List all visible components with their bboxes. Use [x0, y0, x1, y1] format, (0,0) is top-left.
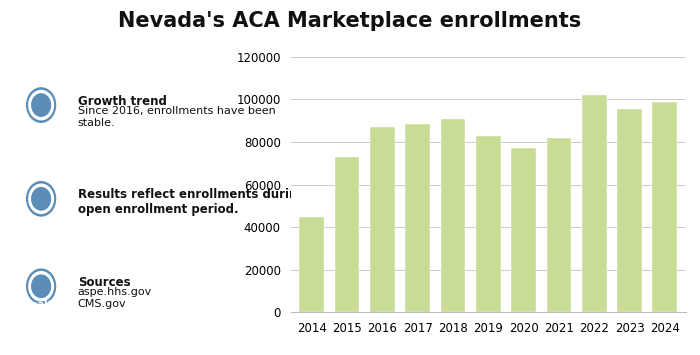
Bar	[511, 148, 536, 312]
Bar	[652, 102, 677, 312]
Text: .org™: .org™	[24, 329, 60, 339]
Circle shape	[32, 188, 50, 210]
Bar	[547, 138, 571, 312]
Text: Sources: Sources	[78, 276, 130, 289]
Circle shape	[27, 88, 55, 122]
Text: health: health	[24, 300, 60, 310]
Circle shape	[27, 269, 55, 304]
Circle shape	[29, 91, 53, 120]
Bar	[582, 95, 606, 312]
Circle shape	[29, 272, 53, 301]
Bar	[440, 119, 466, 312]
Circle shape	[32, 275, 50, 297]
Circle shape	[27, 182, 55, 216]
Bar	[405, 124, 430, 312]
Circle shape	[29, 184, 53, 213]
Bar	[476, 136, 500, 312]
Bar	[300, 217, 324, 312]
Text: Since 2016, enrollments have been
stable.: Since 2016, enrollments have been stable…	[78, 106, 276, 127]
Text: Growth trend: Growth trend	[78, 95, 167, 108]
Text: insurance: insurance	[23, 315, 60, 324]
Bar	[617, 109, 642, 312]
Bar	[335, 157, 359, 312]
Text: Results reflect enrollments during the
open enrollment period.: Results reflect enrollments during the o…	[78, 189, 332, 217]
Circle shape	[32, 94, 50, 116]
Bar	[370, 127, 395, 312]
Text: Nevada's ACA Marketplace enrollments: Nevada's ACA Marketplace enrollments	[118, 11, 582, 31]
Text: aspe.hhs.gov
CMS.gov: aspe.hhs.gov CMS.gov	[78, 287, 152, 309]
